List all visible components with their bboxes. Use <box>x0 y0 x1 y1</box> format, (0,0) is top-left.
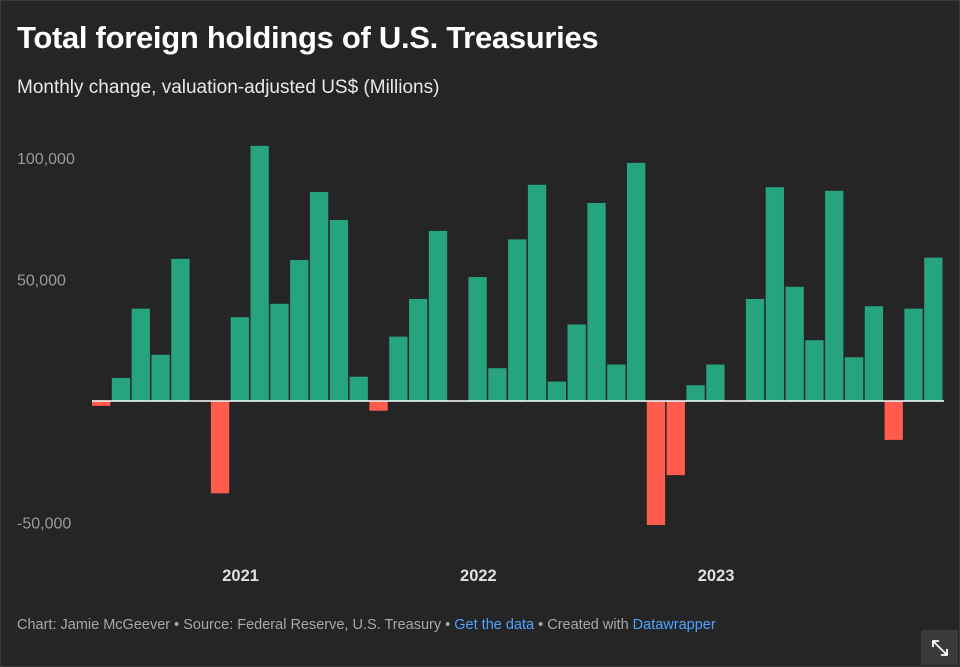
bar <box>230 317 250 401</box>
chart-subtitle: Monthly change, valuation-adjusted US$ (… <box>17 77 440 98</box>
bar <box>805 340 824 401</box>
bar <box>349 376 368 401</box>
bar <box>171 258 190 401</box>
bar <box>369 401 388 411</box>
y-axis-ticks: 100,000 50,000 -50,000 <box>17 151 75 533</box>
bar <box>884 401 903 440</box>
chart-footer: Chart: Jamie McGeever • Source: Federal … <box>17 617 716 633</box>
footer-created-with: Created with <box>547 617 633 633</box>
bar <box>428 230 448 401</box>
bar <box>666 401 685 476</box>
x-tick-label: 2022 <box>460 567 497 585</box>
bar <box>389 336 408 401</box>
bar <box>92 401 111 406</box>
bar <box>329 219 349 401</box>
footer-separator: • <box>441 617 455 633</box>
expand-button[interactable] <box>921 630 958 665</box>
footer-source: Source: Federal Reserve, U.S. Treasury <box>183 617 442 633</box>
datawrapper-link[interactable]: Datawrapper <box>632 617 716 633</box>
get-the-data-link[interactable]: Get the data <box>454 617 535 633</box>
bar <box>409 298 428 401</box>
bar <box>825 190 844 401</box>
bar <box>924 257 943 401</box>
bar <box>508 239 527 401</box>
bar <box>250 145 269 401</box>
bar-chart: 100,000 50,000 -50,000 2021 2022 2023 <box>17 145 944 585</box>
footer-separator: • <box>534 617 548 633</box>
bar <box>706 364 725 401</box>
x-tick-label: 2023 <box>698 567 735 585</box>
x-tick-label: 2021 <box>222 567 259 585</box>
x-axis-labels: 2021 2022 2023 <box>222 567 734 585</box>
bar <box>111 377 131 401</box>
bar <box>131 308 150 401</box>
bar-series <box>92 145 943 525</box>
bar <box>468 277 487 401</box>
bar <box>488 368 507 401</box>
y-tick-label: 50,000 <box>17 273 66 290</box>
footer-credit: Chart: Jamie McGeever <box>17 617 171 633</box>
chart-title: Total foreign holdings of U.S. Treasurie… <box>17 20 599 55</box>
bar <box>151 354 170 401</box>
footer-separator: • <box>170 617 184 633</box>
bar <box>745 298 765 401</box>
bar <box>587 202 606 401</box>
bar <box>686 385 705 401</box>
bar <box>567 324 586 401</box>
bar <box>785 286 804 401</box>
bar <box>270 303 289 401</box>
bar <box>210 401 230 494</box>
bar <box>904 308 923 401</box>
bar <box>527 184 547 401</box>
bar <box>309 192 329 401</box>
bar <box>626 162 646 401</box>
bar <box>864 306 884 401</box>
bar <box>646 401 666 525</box>
y-tick-label: -50,000 <box>17 516 71 533</box>
bar <box>547 381 567 401</box>
bar <box>844 357 864 401</box>
bar <box>607 364 626 401</box>
expand-diagonal-icon <box>931 639 948 656</box>
bar <box>765 187 784 401</box>
bar <box>290 260 309 401</box>
y-tick-label: 100,000 <box>17 151 75 168</box>
